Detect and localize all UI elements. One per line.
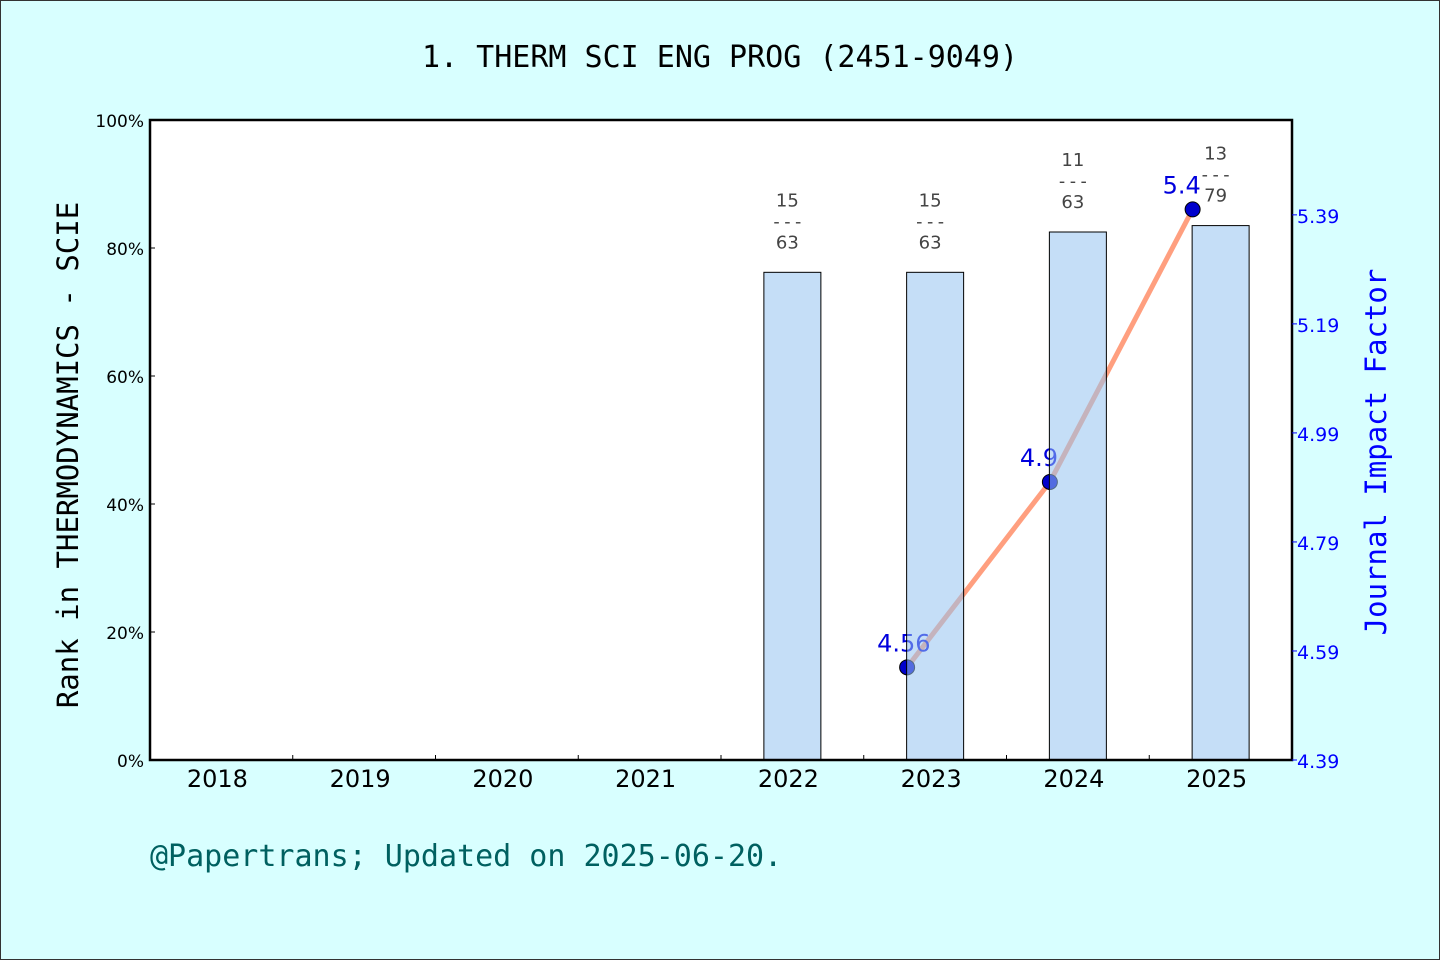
rank-bar	[1191, 225, 1250, 761]
x-tick-label: 2021	[615, 765, 676, 793]
x-tick-label: 2024	[1043, 765, 1104, 793]
y-tick-label: 100%	[95, 112, 144, 132]
rank-bar	[906, 271, 965, 761]
y-tick-label: 80%	[106, 240, 144, 260]
y-tick-label: 20%	[106, 624, 144, 644]
rank-bar	[763, 271, 822, 761]
rank-label: 13	[1204, 144, 1227, 165]
y2-tick-label: 4.39	[1297, 751, 1339, 773]
rank-divider: ---	[771, 211, 804, 232]
footer-credit: @Papertrans; Updated on 2025-06-20.	[150, 839, 782, 874]
y-tick-label: 60%	[106, 368, 144, 388]
chart-title: 1. THERM SCI ENG PROG (2451-9049)	[422, 40, 1018, 75]
y-axis-label: Rank in THERMODYNAMICS - SCIE	[51, 202, 85, 708]
rank-divider: ---	[914, 211, 947, 232]
y-tick-label: 0%	[117, 752, 144, 772]
rank-label: 15	[919, 190, 942, 211]
jif-label: 5.4	[1163, 171, 1201, 199]
rank-label: 11	[1061, 150, 1084, 171]
rank-label: 15	[776, 190, 799, 211]
y2-tick-label: 5.19	[1297, 315, 1339, 337]
rank-divider: ---	[1057, 171, 1090, 192]
x-tick-label: 2019	[330, 765, 391, 793]
rank-total: 79	[1204, 186, 1227, 207]
x-tick-label: 2023	[901, 765, 962, 793]
y2-tick-label: 4.99	[1297, 424, 1339, 446]
rank-total: 63	[919, 232, 942, 253]
x-tick-label: 2025	[1186, 765, 1247, 793]
rank-divider: ---	[1199, 165, 1232, 186]
y2-tick-label: 4.79	[1297, 533, 1339, 555]
rank-total: 63	[776, 232, 799, 253]
y2-axis-label: Journal Impact Factor	[1359, 269, 1393, 636]
x-tick-label: 2022	[758, 765, 819, 793]
y2-tick-label: 4.59	[1297, 642, 1339, 664]
y-tick-label: 40%	[106, 496, 144, 516]
x-tick-label: 2018	[187, 765, 248, 793]
jif-marker	[1184, 201, 1201, 218]
y2-tick-label: 5.39	[1297, 206, 1339, 228]
rank-bar	[1048, 231, 1107, 761]
rank-total: 63	[1061, 192, 1084, 213]
x-tick-label: 2020	[472, 765, 533, 793]
plot-area	[150, 120, 1292, 760]
